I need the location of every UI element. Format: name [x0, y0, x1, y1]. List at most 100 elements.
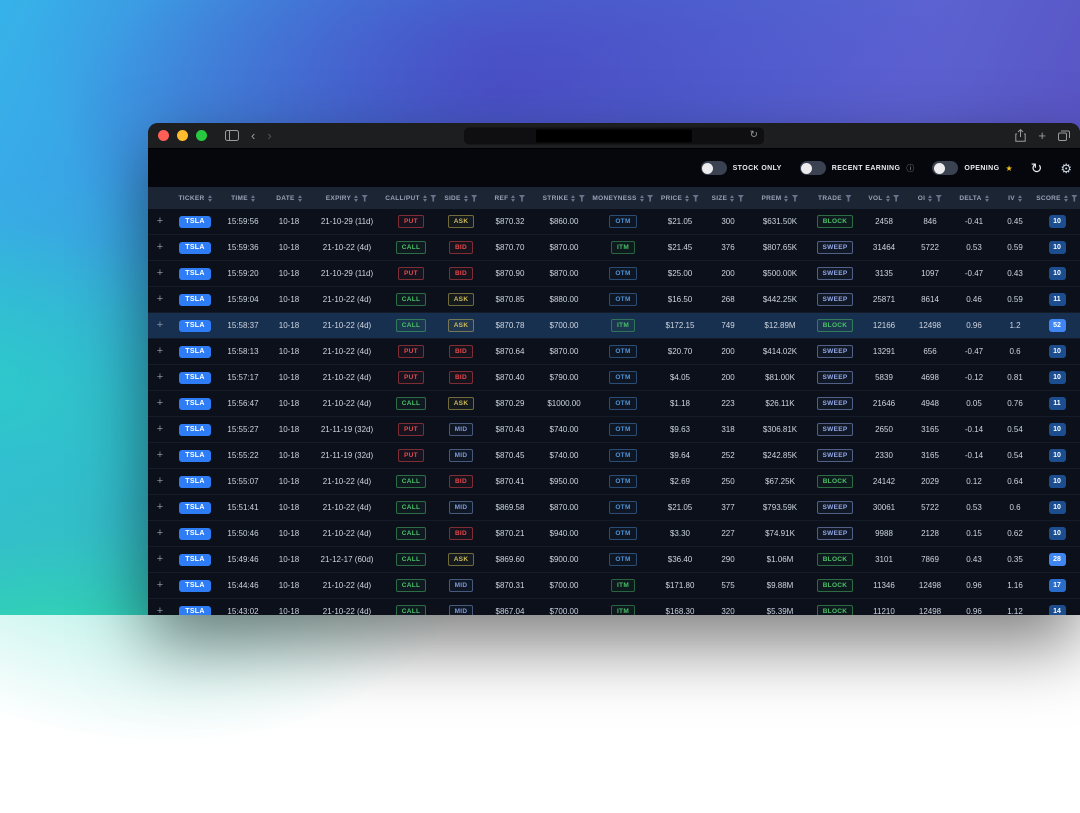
filter-icon[interactable] — [1071, 195, 1078, 202]
sidebar-toggle-icon[interactable] — [225, 130, 239, 141]
filter-icon[interactable] — [471, 195, 478, 202]
expand-row-button[interactable]: + — [157, 216, 163, 227]
filter-icon[interactable] — [845, 195, 852, 202]
sort-icon[interactable] — [784, 195, 788, 202]
recent-earning-toggle[interactable] — [800, 161, 826, 175]
column-header-iv[interactable]: IV — [996, 187, 1034, 209]
column-header-ref[interactable]: REF — [484, 187, 536, 209]
stock-only-toggle[interactable] — [701, 161, 727, 175]
column-header-size[interactable]: SIZE — [706, 187, 750, 209]
column-header-delta[interactable]: DELTA — [952, 187, 996, 209]
sort-icon[interactable] — [423, 195, 427, 202]
column-header-callput[interactable]: CALL/PUT — [384, 187, 438, 209]
sort-icon[interactable] — [298, 195, 302, 202]
expand-row-button[interactable]: + — [157, 372, 163, 383]
sort-icon[interactable] — [886, 195, 890, 202]
minimize-window-button[interactable] — [177, 130, 188, 141]
column-header-expiry[interactable]: EXPIRY — [310, 187, 384, 209]
sort-icon[interactable] — [464, 195, 468, 202]
filter-icon[interactable] — [430, 195, 437, 202]
filter-icon[interactable] — [361, 195, 368, 202]
expand-row-button[interactable]: + — [157, 450, 163, 461]
expand-row-button[interactable]: + — [157, 320, 163, 331]
forward-button[interactable]: › — [267, 129, 271, 142]
expand-row-button[interactable]: + — [157, 346, 163, 357]
expand-row-button[interactable]: + — [157, 554, 163, 565]
filter-icon[interactable] — [518, 195, 525, 202]
sort-icon[interactable] — [685, 195, 689, 202]
sort-icon[interactable] — [251, 195, 255, 202]
share-icon[interactable] — [1015, 129, 1026, 142]
column-header-prem[interactable]: PREM — [750, 187, 810, 209]
expand-row-button[interactable]: + — [157, 606, 163, 615]
sort-icon[interactable] — [640, 195, 644, 202]
expand-row-button[interactable]: + — [157, 424, 163, 435]
cell-time: 15:58:13 — [218, 339, 268, 364]
filter-icon[interactable] — [935, 195, 942, 202]
tabs-overview-icon[interactable] — [1058, 130, 1070, 141]
address-bar[interactable]: ↻ — [464, 127, 764, 144]
sort-icon[interactable] — [730, 195, 734, 202]
expand-row-button[interactable]: + — [157, 268, 163, 279]
column-header-oi[interactable]: OI — [908, 187, 952, 209]
filter-icon[interactable] — [893, 195, 900, 202]
expand-row-button[interactable]: + — [157, 476, 163, 487]
expand-row-button[interactable]: + — [157, 528, 163, 539]
sort-icon[interactable] — [1018, 195, 1022, 202]
close-window-button[interactable] — [158, 130, 169, 141]
sort-icon[interactable] — [985, 195, 989, 202]
sort-icon[interactable] — [511, 195, 515, 202]
refresh-button[interactable]: ↻ — [1031, 161, 1043, 175]
column-header-trade[interactable]: TRADE — [810, 187, 860, 209]
settings-icon[interactable]: ⚙ — [1060, 162, 1072, 175]
sort-icon[interactable] — [928, 195, 932, 202]
new-tab-button[interactable]: + — [1038, 129, 1046, 142]
column-header-side[interactable]: SIDE — [438, 187, 484, 209]
cell-oi: 3165 — [908, 443, 952, 468]
opening-toggle[interactable] — [932, 161, 958, 175]
expand-row-button[interactable]: + — [157, 398, 163, 409]
zoom-window-button[interactable] — [196, 130, 207, 141]
expand-row-button[interactable]: + — [157, 502, 163, 513]
column-header-strike[interactable]: STRIKE — [536, 187, 592, 209]
expand-row-button[interactable]: + — [157, 242, 163, 253]
cell-ref: $870.90 — [484, 261, 536, 286]
filter-icon[interactable] — [737, 195, 744, 202]
reload-icon[interactable]: ↻ — [750, 131, 758, 141]
filter-icon[interactable] — [791, 195, 798, 202]
column-header-ticker[interactable]: TICKER — [172, 187, 218, 209]
expand-row-button[interactable]: + — [157, 580, 163, 591]
sort-icon[interactable] — [1064, 195, 1068, 202]
filter-icon[interactable] — [647, 195, 654, 202]
column-header-price[interactable]: PRICE — [654, 187, 706, 209]
sort-icon[interactable] — [208, 195, 212, 202]
expand-row-button[interactable]: + — [157, 294, 163, 305]
filter-icon[interactable] — [578, 195, 585, 202]
sort-icon[interactable] — [571, 195, 575, 202]
column-header-date[interactable]: DATE — [268, 187, 310, 209]
filter-icon[interactable] — [692, 195, 699, 202]
column-header-time[interactable]: TIME — [218, 187, 268, 209]
column-header-vol[interactable]: VOL — [860, 187, 908, 209]
column-header-moneyness[interactable]: MONEYNESS — [592, 187, 654, 209]
back-button[interactable]: ‹ — [251, 129, 255, 142]
column-header-score[interactable]: SCORE — [1034, 187, 1080, 209]
sort-icon[interactable] — [354, 195, 358, 202]
cell-score: 11 — [1034, 287, 1080, 312]
